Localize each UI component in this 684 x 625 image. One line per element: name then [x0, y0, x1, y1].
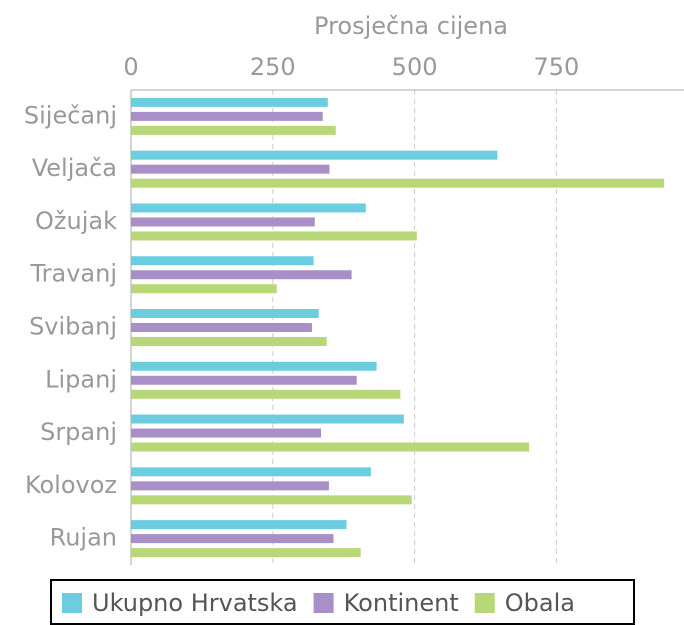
bar — [131, 125, 336, 135]
bar — [131, 323, 312, 332]
bar — [131, 203, 366, 213]
bar — [131, 231, 417, 241]
legend — [50, 579, 635, 625]
legend-label: Kontinent — [344, 589, 459, 617]
x-tick-label: 500 — [392, 53, 438, 81]
bar — [131, 442, 530, 452]
y-tick-label: Veljača — [32, 154, 117, 182]
bar — [131, 337, 327, 346]
bar — [131, 150, 498, 160]
bar — [131, 361, 377, 371]
bar — [131, 164, 330, 174]
y-tick-label: Kolovoz — [25, 471, 117, 499]
bar — [131, 548, 361, 558]
bar — [131, 111, 323, 121]
legend-label: Ukupno Hrvatska — [92, 589, 298, 617]
x-tick-label: 250 — [250, 53, 296, 81]
bar — [131, 414, 404, 424]
x-tick-label: 0 — [123, 53, 138, 81]
bar — [131, 534, 334, 544]
bar — [131, 217, 315, 227]
bar — [131, 520, 347, 530]
bar — [131, 467, 371, 477]
bar — [131, 428, 322, 438]
y-tick-label: Svibanj — [29, 313, 117, 341]
legend-label: Obala — [505, 589, 575, 617]
bar — [131, 270, 352, 280]
bar — [131, 389, 401, 399]
bar — [131, 97, 328, 107]
x-tick-label: 750 — [533, 53, 579, 81]
axis-label: Prosječna cijena — [314, 12, 508, 40]
y-tick-label: Rujan — [50, 524, 117, 552]
y-tick-label: Siječanj — [24, 101, 117, 129]
y-tick-label: Travanj — [30, 260, 118, 288]
bar — [131, 309, 319, 318]
bar — [131, 495, 412, 505]
bar — [131, 178, 665, 188]
legend-swatch — [313, 593, 334, 613]
y-tick-label: Lipanj — [45, 365, 117, 393]
bar — [131, 375, 357, 385]
y-tick-label: Ožujak — [35, 207, 117, 235]
legend-swatch — [474, 593, 495, 613]
y-tick-label: Srpanj — [40, 418, 117, 446]
bar — [131, 481, 329, 491]
bar — [131, 256, 314, 266]
bar — [131, 284, 277, 294]
legend-swatch — [62, 593, 82, 613]
